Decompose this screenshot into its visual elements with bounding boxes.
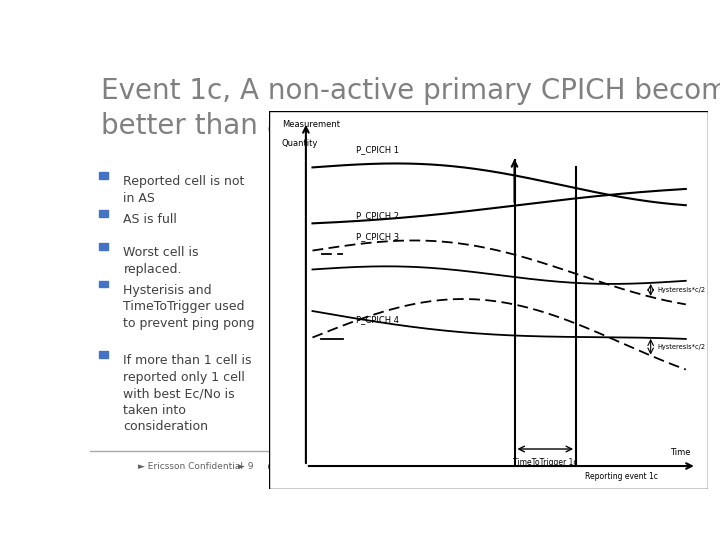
Bar — [99, 352, 109, 358]
Text: Event 1c, A non-active primary CPICH becomes
better than an active Primary CPICH: Event 1c, A non-active primary CPICH bec… — [101, 77, 720, 140]
Text: P_CPICH 1: P_CPICH 1 — [356, 145, 400, 154]
Text: ► 2006-04-10: ► 2006-04-10 — [416, 462, 478, 470]
Text: TimeToTrigger 1c: TimeToTrigger 1c — [513, 458, 577, 468]
Bar — [99, 281, 109, 287]
Text: P_CPICH 3: P_CPICH 3 — [356, 232, 400, 241]
Text: Measurement: Measurement — [282, 120, 340, 129]
Text: ► 9: ► 9 — [238, 462, 254, 470]
Text: Worst cell is
replaced.: Worst cell is replaced. — [124, 246, 199, 275]
Text: Reported cell is not
in AS: Reported cell is not in AS — [124, 176, 245, 205]
Text: Hysteresis*c/2: Hysteresis*c/2 — [657, 344, 706, 350]
Bar — [99, 210, 109, 217]
Text: P_CPICH 2: P_CPICH 2 — [356, 211, 400, 220]
Text: Reporting event 1c: Reporting event 1c — [585, 472, 657, 481]
Text: ► Ericsson Confidential: ► Ericsson Confidential — [138, 462, 243, 470]
Text: If more than 1 cell is
reported only 1 cell
with best Ec/No is
taken into
consid: If more than 1 cell is reported only 1 c… — [124, 354, 252, 433]
Bar — [99, 243, 109, 250]
Text: AS is full: AS is full — [124, 213, 177, 226]
Text: Hysterisis and
TimeToTrigger used
to prevent ping pong: Hysterisis and TimeToTrigger used to pre… — [124, 284, 255, 329]
Text: P_CPICH 4: P_CPICH 4 — [356, 315, 400, 324]
Text: Time: Time — [670, 448, 690, 457]
Text: Hysteresis*c/2: Hysteresis*c/2 — [657, 287, 706, 293]
Text: ERICSSON: ERICSSON — [555, 462, 607, 470]
Text: ► Praveen Chandrasekaran: ► Praveen Chandrasekaran — [268, 462, 392, 470]
Bar — [99, 172, 109, 179]
Text: Quantity: Quantity — [282, 139, 318, 148]
